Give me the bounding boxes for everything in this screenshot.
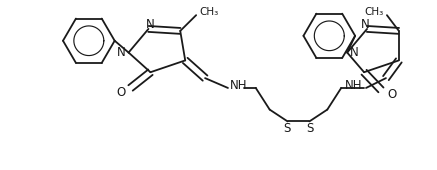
Text: CH₃: CH₃ [199,7,218,17]
Text: O: O [116,86,125,99]
Text: NH: NH [230,80,247,92]
Text: N: N [350,46,359,59]
Text: S: S [307,122,314,135]
Text: O: O [387,88,396,101]
Text: N: N [146,18,155,30]
Text: N: N [117,46,125,59]
Text: N: N [361,18,369,30]
Text: CH₃: CH₃ [365,7,384,17]
Text: S: S [283,122,290,135]
Text: NH: NH [345,80,362,92]
